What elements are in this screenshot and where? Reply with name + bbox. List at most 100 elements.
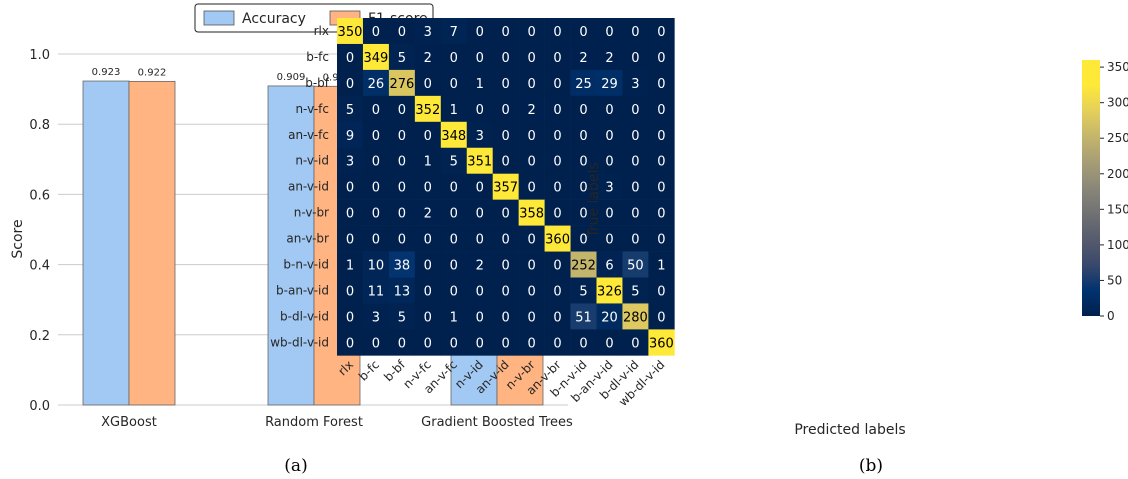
heatmap-cell-value: 11: [368, 284, 385, 299]
heatmap-cell-value: 0: [398, 103, 406, 118]
heatmap-cell-value: 2: [424, 207, 432, 222]
heatmap-cell: [362, 225, 390, 252]
heatmap-cell: [596, 251, 623, 278]
colorbar-tick-label: 100: [1107, 238, 1128, 252]
heatmap-cell: [414, 121, 442, 149]
heatmap-cell-value: 0: [398, 207, 406, 222]
heatmap-cell: [414, 147, 442, 174]
heatmap-cell-value: 0: [450, 233, 458, 248]
heatmap-cell: [466, 199, 493, 226]
heatmap-cell-value: 0: [424, 129, 432, 144]
heatmap-cell-value: 0: [605, 155, 613, 170]
heatmap-cell-value: 0: [657, 155, 665, 170]
heatmap-cell-value: 0: [631, 103, 639, 118]
heatmap-cell: [518, 225, 545, 252]
legend-swatch-accuracy: [203, 10, 235, 26]
colorbar-tick-label: 300: [1107, 96, 1128, 110]
heatmap-cell: [648, 147, 675, 174]
heatmap-cell-value: 2: [579, 51, 587, 66]
heatmap-cell-value: 326: [597, 284, 622, 299]
heatmap-cell: [414, 173, 442, 200]
heatmap-cell-value: 0: [631, 181, 639, 196]
heatmap-cell-value: 0: [631, 51, 639, 66]
heatmap-cell-value: 0: [553, 51, 561, 66]
heatmap-cell: [648, 199, 675, 226]
heatmap-cell: [388, 251, 416, 278]
heatmap-cell-value: 0: [579, 129, 587, 144]
heatmap-cell: [337, 173, 364, 200]
heatmap-cell: [648, 173, 675, 200]
caption-b: (b): [859, 456, 883, 476]
heatmap-cell-value: 0: [372, 103, 380, 118]
heatmap-row-label: b-an-v-id: [276, 283, 329, 297]
heatmap-cell: [622, 199, 649, 226]
heatmap-cell: [518, 303, 545, 330]
heatmap-cell-value: 0: [476, 207, 484, 222]
heatmap-cell-value: 0: [346, 284, 354, 299]
y-tick-label: 0.8: [29, 118, 50, 133]
x-tick-label: Gradient Boosted Trees: [421, 415, 573, 430]
heatmap-cell-value: 0: [657, 77, 665, 92]
bar-data-label: 0.922: [138, 67, 167, 78]
heatmap-cell: [362, 277, 390, 304]
heatmap-cell: [362, 18, 390, 45]
heatmap-cell-value: 25: [575, 77, 592, 92]
heatmap-cell-value: 2: [424, 51, 432, 66]
colorbar-gradient: [1082, 60, 1100, 316]
heatmap-cell: [570, 303, 597, 330]
heatmap-cell: [337, 43, 364, 71]
heatmap-cell-value: 0: [502, 77, 510, 92]
heatmap-cell-value: 3: [605, 181, 613, 196]
heatmap-cell: [596, 173, 623, 200]
heatmap-cell-value: 3: [346, 155, 354, 170]
heatmap-cell: [570, 43, 597, 71]
heatmap-cell: [388, 225, 416, 252]
heatmap-cell: [414, 329, 442, 356]
heatmap-cell: [544, 329, 571, 356]
heatmap-cell-value: 0: [553, 259, 561, 274]
heatmap-cell-value: 0: [631, 233, 639, 248]
bar-f1-score: [128, 80, 176, 406]
heatmap-cell: [362, 303, 390, 330]
heatmap-cell-value: 0: [372, 181, 380, 196]
heatmap-cell: [570, 121, 597, 149]
heatmap-cell: [466, 69, 493, 97]
heatmap-row-labels: rlx b-fc b-bf n-v-fc an-v-fc n-v-id an-v-id n-v…: [270, 24, 330, 349]
heatmap-cell-value: 0: [450, 259, 458, 274]
heatmap-row-label: n-v-br: [294, 206, 329, 220]
heatmap-cell: [414, 251, 442, 278]
heatmap-cell-value: 26: [368, 77, 385, 92]
heatmap-cell-value: 0: [605, 25, 613, 40]
heatmap-cell: [596, 329, 623, 356]
heatmap-cell: [362, 173, 390, 200]
heatmap-cell-value: 0: [398, 233, 406, 248]
heatmap-cell-value: 0: [398, 155, 406, 170]
heatmap-cell: [518, 69, 545, 97]
heatmap-cell-value: 0: [605, 129, 613, 144]
heatmap-cell-value: 0: [450, 77, 458, 92]
heatmap-cell-value: 0: [579, 336, 587, 351]
heatmap-cell-value: 13: [394, 284, 411, 299]
heatmap-cell: [466, 173, 493, 200]
heatmap-cell-value: 0: [502, 284, 510, 299]
heatmap-cell-value: 0: [631, 207, 639, 222]
heatmap-cell-value: 0: [579, 155, 587, 170]
heatmap-cell: [466, 251, 493, 278]
heatmap-cell-value: 2: [527, 103, 535, 118]
heatmap-row-label: b-dl-v-id: [280, 309, 329, 323]
heatmap-cell: [440, 303, 468, 330]
heatmap-cell: [648, 18, 675, 45]
y-tick-label: 0.0: [29, 399, 50, 414]
heatmap-cell-value: 0: [527, 336, 535, 351]
bar-accuracy: [82, 80, 130, 406]
heatmap-cell: [492, 173, 519, 200]
heatmap-cell-value: 0: [476, 181, 484, 196]
heatmap-row-label: rlx: [314, 24, 329, 38]
heatmap-cell: [570, 199, 597, 226]
heatmap-cell: [544, 95, 571, 123]
x-axis-ticks: XGBoost Random Forest Gradient Boosted Tre…: [101, 415, 573, 430]
heatmap-cell: [362, 199, 390, 226]
heatmap-cell-value: 0: [450, 207, 458, 222]
heatmap-cell: [466, 95, 493, 123]
